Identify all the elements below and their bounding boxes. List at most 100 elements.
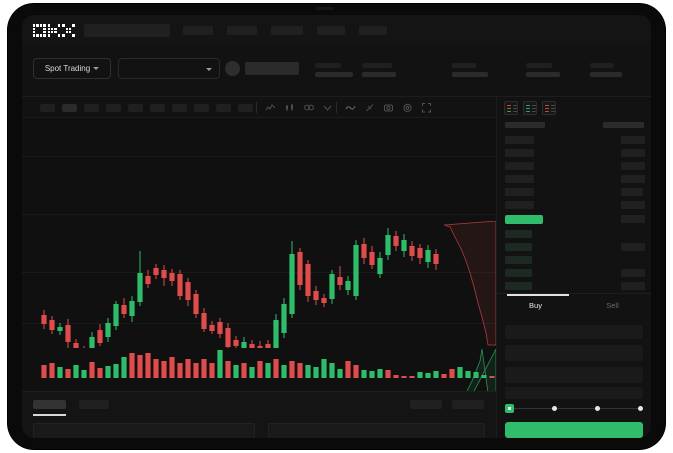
- volume-bar: [329, 363, 335, 378]
- interval-4h[interactable]: [150, 104, 165, 112]
- nav-item-5[interactable]: [359, 26, 387, 35]
- okx-logo[interactable]: [33, 24, 75, 37]
- candle-body: [313, 291, 319, 300]
- candle-body: [409, 246, 415, 256]
- interval-more[interactable]: [238, 104, 253, 112]
- buy-submit-button[interactable]: [505, 422, 643, 438]
- drawing-tools-icon[interactable]: [303, 102, 314, 113]
- spot-trading-selector[interactable]: Spot Trading: [33, 58, 111, 79]
- volume-bar: [385, 370, 391, 378]
- candle-body: [249, 344, 255, 348]
- okx-logo-glyph-x: [62, 24, 75, 37]
- orderbook-spread-row: [505, 215, 543, 224]
- orderbook-view-bids[interactable]: [523, 101, 537, 115]
- tab-sell[interactable]: Sell: [606, 301, 619, 310]
- orderbook-view-both[interactable]: [504, 101, 518, 115]
- interval-5m[interactable]: [62, 104, 77, 112]
- line-chart-icon[interactable]: [345, 102, 356, 113]
- bottom-tab-open-orders[interactable]: [33, 400, 66, 409]
- trading-pair-select[interactable]: [118, 58, 220, 79]
- nav-item-2[interactable]: [227, 26, 257, 35]
- nav-item-4[interactable]: [317, 26, 345, 35]
- fullscreen-icon[interactable]: [421, 102, 432, 113]
- candle-body: [177, 274, 183, 296]
- volume-bar: [409, 376, 415, 378]
- candle-body: [209, 325, 215, 331]
- toggle-bar: [545, 110, 549, 113]
- measure-icon[interactable]: [364, 102, 375, 113]
- tablet-device-frame: Spot Trading: [8, 4, 665, 449]
- volume-bar: [185, 359, 191, 378]
- orderbook-header-price: [505, 122, 545, 128]
- volume-bar: [265, 363, 271, 378]
- bottom-action-2[interactable]: [452, 400, 484, 409]
- toggle-bar-grey: [550, 104, 555, 107]
- orderbook-amount-cell: [621, 215, 645, 223]
- orderbook-amount-cell: [621, 149, 645, 157]
- orders-panel: [22, 391, 496, 438]
- settings-gear-icon[interactable]: [402, 102, 413, 113]
- interval-1m[interactable]: [40, 104, 55, 112]
- nav-item-1[interactable]: [183, 26, 213, 35]
- orderbook-amount-cell: [621, 282, 645, 290]
- slider-stop-75[interactable]: [637, 405, 643, 411]
- candle-body: [289, 254, 295, 314]
- orderbook-amount-cell: [621, 201, 645, 209]
- orderbook-amount-cell: [621, 175, 645, 183]
- candle-body: [233, 340, 239, 346]
- slider-handle[interactable]: [505, 404, 514, 413]
- slider-stop-25[interactable]: [551, 405, 557, 411]
- amount-percent-slider[interactable]: [505, 403, 643, 413]
- candle-type-icon[interactable]: [284, 102, 295, 113]
- global-search-input[interactable]: [84, 24, 170, 37]
- interval-1d[interactable]: [172, 104, 187, 112]
- order-book[interactable]: [497, 120, 651, 312]
- bottom-tab-order-history[interactable]: [79, 400, 109, 409]
- indicators-icon[interactable]: [265, 102, 276, 113]
- interval-15m[interactable]: [84, 104, 99, 112]
- toggle-bar: [545, 104, 549, 107]
- buy-sell-tabs: Buy Sell: [497, 293, 651, 317]
- camera-icon[interactable]: [383, 102, 394, 113]
- bottom-action-1[interactable]: [410, 400, 442, 409]
- spot-trading-label: Spot Trading: [44, 64, 91, 73]
- interval-1h[interactable]: [128, 104, 143, 112]
- interval-30m[interactable]: [106, 104, 121, 112]
- total-field[interactable]: [505, 387, 643, 399]
- interval-1w[interactable]: [194, 104, 209, 112]
- volume-bar: [121, 357, 127, 378]
- tab-buy[interactable]: Buy: [529, 301, 542, 310]
- candle-body: [345, 281, 351, 290]
- pair-name-label: [245, 62, 299, 75]
- volume-bar: [129, 353, 135, 378]
- stat-change-24h-value: [362, 72, 396, 77]
- slider-stop-50[interactable]: [594, 405, 600, 411]
- orderbook-bid-row: [505, 282, 532, 290]
- price-chart[interactable]: [22, 118, 496, 438]
- orderbook-amount-cell: [621, 136, 645, 144]
- candle-body: [145, 276, 151, 284]
- candle-body: [121, 305, 127, 314]
- orderbook-view-asks[interactable]: [542, 101, 556, 115]
- chart-style-icon[interactable]: [322, 102, 333, 113]
- nav-item-3[interactable]: [271, 26, 303, 35]
- order-type-field[interactable]: [505, 325, 643, 339]
- volume-bar: [97, 368, 103, 378]
- volume-bar: [353, 365, 359, 378]
- toolbar-divider: [256, 102, 257, 113]
- candle-body: [433, 254, 439, 264]
- orderbook-ask-row: [505, 188, 534, 196]
- candle-body: [137, 273, 143, 302]
- candle-body: [265, 344, 271, 348]
- candle-body: [41, 315, 47, 324]
- orderbook-ask-row: [505, 149, 534, 157]
- candle-body: [425, 250, 431, 262]
- price-field[interactable]: [505, 345, 643, 361]
- volume-bar: [441, 374, 447, 378]
- interval-1mo[interactable]: [216, 104, 231, 112]
- candle-body: [97, 330, 103, 343]
- amount-field[interactable]: [505, 367, 643, 383]
- orderbook-amount-cell: [621, 162, 645, 170]
- candle-body: [201, 313, 207, 329]
- chart-gridline: [22, 156, 496, 157]
